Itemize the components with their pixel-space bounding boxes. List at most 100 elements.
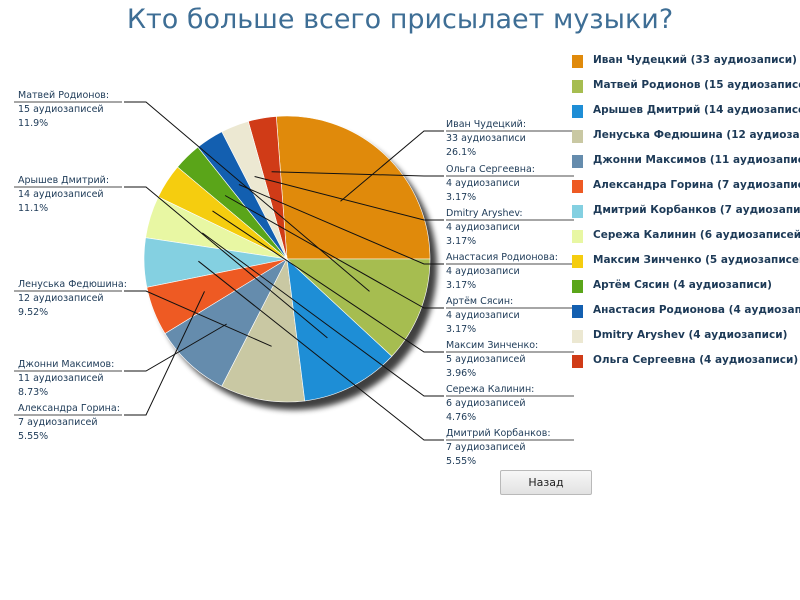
legend-item-анастасия-родионова: Анастасия Родионова (4 аудиозаписи): [572, 303, 800, 328]
pie-slice-иван-чудецкий: [275, 115, 431, 260]
legend-label: Максим Зинченко (5 аудиозаписей): [593, 254, 800, 266]
back-button[interactable]: Назад: [500, 470, 592, 495]
slice-label-name: Ленуська Федюшина:: [18, 279, 127, 290]
legend-label: Dmitry Aryshev (4 аудиозаписи): [593, 329, 788, 341]
slice-label-percent: 5.55%: [18, 431, 48, 442]
legend-label: Артём Сясин (4 аудиозаписи): [593, 279, 772, 291]
slice-label-percent: 3.17%: [446, 236, 476, 247]
slice-label-percent: 4.76%: [446, 412, 476, 423]
slice-label-count: 5 аудиозаписей: [446, 354, 526, 365]
slice-label-count: 12 аудиозаписей: [18, 293, 104, 304]
slice-label-count: 7 аудиозаписей: [446, 442, 526, 453]
slice-label-percent: 11.9%: [18, 118, 48, 129]
slice-label-percent: 11.1%: [18, 203, 48, 214]
legend-swatch: [572, 355, 583, 368]
slice-label-count: 4 аудиозаписи: [446, 310, 520, 321]
legend-item-артём-сясин: Артём Сясин (4 аудиозаписи): [572, 278, 800, 303]
slice-label-percent: 8.73%: [18, 387, 48, 398]
legend-item-максим-зинченко: Максим Зинченко (5 аудиозаписей): [572, 253, 800, 278]
legend-swatch: [572, 55, 583, 68]
legend-swatch: [572, 305, 583, 318]
slice-label-count: 4 аудиозаписи: [446, 222, 520, 233]
slice-label-name: Арышев Дмитрий:: [18, 175, 109, 186]
slice-label-percent: 3.17%: [446, 324, 476, 335]
slice-label-percent: 3.17%: [446, 280, 476, 291]
slice-label-name: Артём Сясин:: [446, 296, 513, 307]
slice-label-name: Джонни Максимов:: [18, 359, 114, 370]
leader-line-джонни-максимов: [124, 323, 227, 372]
slice-label-name: Сережа Калинин:: [446, 384, 534, 395]
legend-item-александра-горина: Александра Горина (7 аудиозаписей): [572, 178, 800, 203]
slice-label-name: Александра Горина:: [18, 403, 120, 414]
slice-label-percent: 5.55%: [446, 456, 476, 467]
legend-label: Джонни Максимов (11 аудиозаписей): [593, 154, 800, 166]
slice-label-name: Дмитрий Корбанков:: [446, 428, 551, 439]
leader-line-иван-чудецкий: [340, 130, 444, 202]
legend-item-матвей-родионов: Матвей Родионов (15 аудиозаписей): [572, 78, 800, 103]
leader-line-александра-горина: [124, 291, 205, 416]
legend-swatch: [572, 80, 583, 93]
pie-slices: [143, 115, 431, 403]
legend-swatch: [572, 205, 583, 218]
legend-swatch: [572, 180, 583, 193]
legend-swatch: [572, 280, 583, 293]
legend-item-ленуська-федюшина: Ленуська Федюшина (12 аудиозаписей): [572, 128, 800, 153]
leader-line-дмитрий-корбанков: [198, 260, 444, 441]
legend-label: Матвей Родионов (15 аудиозаписей): [593, 79, 800, 91]
legend-swatch: [572, 105, 583, 118]
leader-line-максим-зинченко: [212, 210, 444, 353]
legend-label: Ольга Сергеевна (4 аудиозаписи): [593, 354, 799, 366]
slice-label-name: Иван Чудецкий:: [446, 119, 526, 130]
pie-slice-арышев-дмитрий: [286, 258, 393, 402]
leader-line-артём-сясин: [224, 195, 444, 309]
legend-swatch: [572, 130, 583, 143]
legend-item-сережа-калинин: Сережа Калинин (6 аудиозаписей): [572, 228, 800, 253]
leader-line-матвей-родионов: [124, 101, 370, 292]
legend-label: Сережа Калинин (6 аудиозаписей): [593, 229, 800, 241]
legend-label: Дмитрий Корбанков (7 аудиозаписей): [593, 204, 800, 216]
slice-label-percent: 9.52%: [18, 307, 48, 318]
legend-swatch: [572, 330, 583, 343]
legend-item-dmitry-aryshev: Dmitry Aryshev (4 аудиозаписи): [572, 328, 800, 353]
slice-label-percent: 3.96%: [446, 368, 476, 379]
slice-label-count: 11 аудиозаписей: [18, 373, 104, 384]
leader-line-ольга-сергеевна: [271, 171, 444, 177]
legend-item-джонни-максимов: Джонни Максимов (11 аудиозаписей): [572, 153, 800, 178]
legend-item-иван-чудецкий: Иван Чудецкий (33 аудиозаписи): [572, 53, 800, 78]
slice-label-count: 4 аудиозаписи: [446, 266, 520, 277]
legend-swatch: [572, 230, 583, 243]
pie-slice-ленуська-федюшина: [221, 257, 306, 403]
slice-label-count: 4 аудиозаписи: [446, 178, 520, 189]
leader-line-анастасия-родионова: [238, 184, 444, 265]
chart-legend: Иван Чудецкий (33 аудиозаписи) Матвей Род…: [572, 53, 800, 378]
legend-item-дмитрий-корбанков: Дмитрий Корбанков (7 аудиозаписей): [572, 203, 800, 228]
slice-label-percent: 26.1%: [446, 147, 476, 158]
legend-item-ольга-сергеевна: Ольга Сергеевна (4 аудиозаписи): [572, 353, 800, 378]
slice-label-name: Анастасия Родионова:: [446, 252, 558, 263]
slice-label-count: 14 аудиозаписей: [18, 189, 104, 200]
legend-label: Ленуська Федюшина (12 аудиозаписей): [593, 129, 800, 141]
legend-label: Иван Чудецкий (33 аудиозаписи): [593, 54, 797, 66]
legend-label: Арышев Дмитрий (14 аудиозаписей): [593, 104, 800, 116]
legend-swatch: [572, 255, 583, 268]
slice-label-percent: 3.17%: [446, 192, 476, 203]
slice-label-count: 7 аудиозаписей: [18, 417, 98, 428]
pie-labels: Иван Чудецкий: 33 аудиозаписи 26.1% Ольга С…: [14, 90, 574, 467]
slice-label-count: 15 аудиозаписей: [18, 104, 104, 115]
leader-line-арышев-дмитрий: [124, 186, 328, 339]
page-title: Кто больше всего присылает музыки?: [126, 4, 674, 35]
legend-swatch: [572, 155, 583, 168]
slice-label-name: Матвей Родионов:: [18, 90, 109, 101]
legend-label: Александра Горина (7 аудиозаписей): [593, 179, 800, 191]
slice-label-count: 33 аудиозаписи: [446, 133, 526, 144]
legend-item-арышев-дмитрий: Арышев Дмитрий (14 аудиозаписей): [572, 103, 800, 128]
leader-line-dmitry-aryshev: [254, 176, 444, 221]
leader-line-сережа-калинин: [202, 232, 444, 397]
leader-line-ленуська-федюшина: [124, 290, 272, 347]
slice-label-count: 6 аудиозаписей: [446, 398, 526, 409]
slice-label-name: Максим Зинченко:: [446, 340, 538, 351]
slice-label-name: Dmitry Aryshev:: [446, 208, 523, 219]
legend-label: Анастасия Родионова (4 аудиозаписи): [593, 304, 800, 316]
slice-label-name: Ольга Сергеевна:: [446, 164, 535, 175]
